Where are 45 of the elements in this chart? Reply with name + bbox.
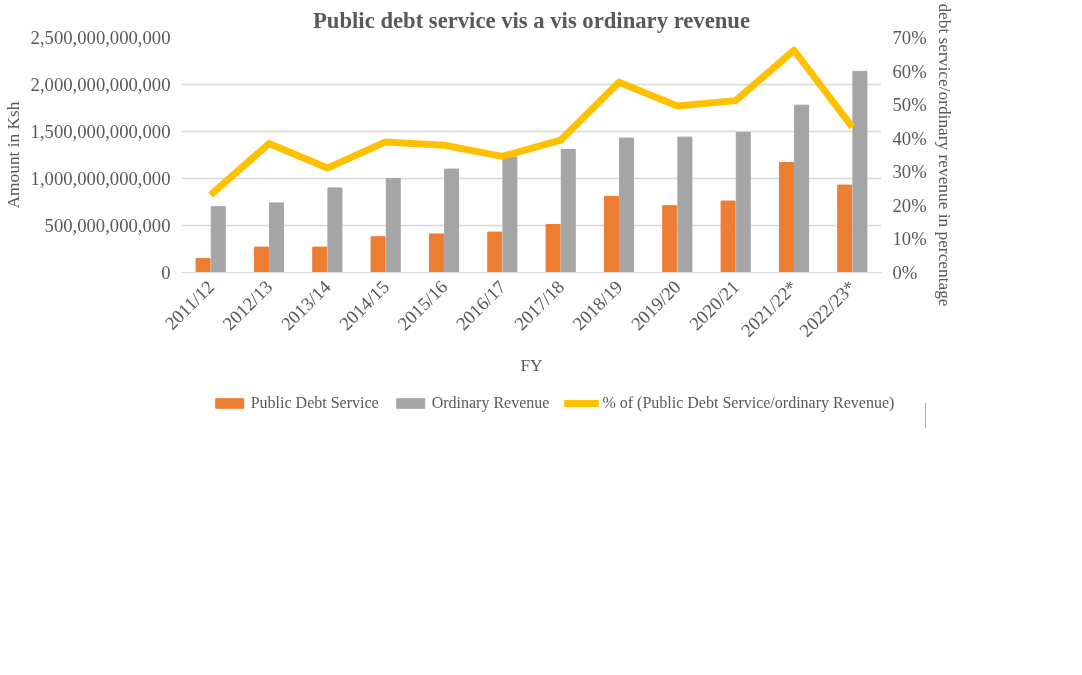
bar	[560, 148, 576, 273]
bar	[778, 162, 794, 273]
bar	[428, 233, 444, 273]
bar	[603, 195, 619, 273]
bar	[312, 246, 328, 273]
legend-label: Public Debt Service	[250, 394, 379, 412]
bar	[794, 104, 810, 273]
bar	[545, 224, 561, 273]
bar	[385, 178, 401, 273]
y-tick-label: 2,500,000,000,000	[30, 27, 171, 48]
y-axis-title: Amount in Ksh	[3, 101, 23, 209]
bar	[502, 156, 518, 273]
y2-tick-label: 60%	[892, 60, 927, 82]
bar	[487, 231, 503, 273]
bar	[444, 168, 460, 273]
chart-title: Public debt service vis a vis ordinary revenue	[313, 7, 750, 33]
bar	[720, 200, 736, 273]
legend-label: % of (Public Debt Service/ordinary Revenue)	[602, 394, 895, 412]
y2-tick-label: 0%	[892, 262, 918, 283]
y-tick-label: 2,000,000,000,000	[30, 74, 171, 95]
bar	[677, 136, 693, 273]
bar	[253, 246, 269, 273]
y2-tick-label: 10%	[892, 228, 927, 250]
y-tick-label: 0	[161, 262, 171, 283]
y-tick-label: 1,000,000,000,000	[30, 168, 171, 189]
y-tick-label: 500,000,000,000	[44, 215, 171, 236]
y2-tick-label: 30%	[892, 161, 927, 183]
y2-tick-label: 50%	[892, 94, 927, 116]
bar	[327, 187, 343, 273]
bar	[852, 70, 868, 273]
y-tick-label: 1,500,000,000,000	[30, 121, 171, 142]
bar	[370, 236, 386, 273]
bar	[837, 184, 853, 273]
bar	[210, 206, 226, 273]
bar	[662, 205, 678, 273]
y2-tick-label: 20%	[892, 194, 927, 216]
legend-label: Ordinary Revenue	[431, 394, 550, 412]
bar	[269, 202, 285, 273]
x-axis-title: FY	[520, 356, 544, 376]
bar	[735, 131, 751, 273]
bar	[619, 137, 635, 273]
y2-tick-label: 40%	[892, 127, 927, 149]
bar	[195, 257, 211, 273]
y2-tick-label: 70%	[892, 27, 927, 48]
y2-axis-title: debt service/ordinary revenue in percentage	[934, 3, 954, 307]
